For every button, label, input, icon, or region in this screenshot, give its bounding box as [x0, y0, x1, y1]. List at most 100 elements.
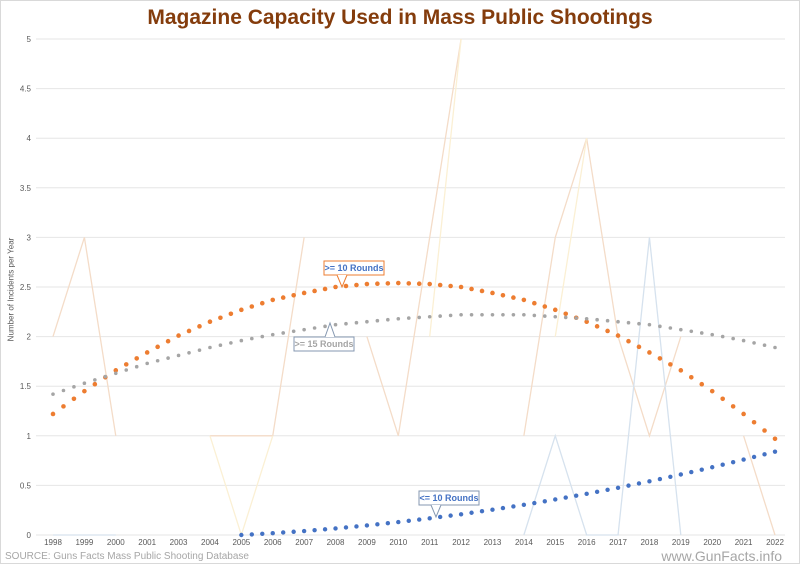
trendline-dot [72, 385, 76, 389]
x-tick-label: 2014 [515, 538, 533, 547]
trendline-dot [773, 345, 777, 350]
trendline-dot [668, 326, 673, 330]
trendline-dot [751, 454, 757, 460]
raw-data-line [523, 237, 682, 536]
trendline-dot [291, 329, 296, 334]
label-box [418, 490, 480, 506]
trendline-dot [699, 331, 704, 335]
trendline-dot [563, 311, 569, 317]
x-tick-label: 1998 [44, 538, 62, 547]
trendline-dot [553, 314, 558, 319]
trendline-dot [208, 345, 212, 350]
x-tick-label: 2021 [735, 538, 753, 547]
raw-data-line [742, 435, 776, 536]
trendline-dot [584, 316, 589, 321]
trendline-dot [344, 321, 348, 326]
trendline-dot [741, 411, 746, 417]
trendline-dot [490, 312, 495, 317]
trendline-dot [291, 529, 296, 534]
trendline-dot [720, 334, 725, 339]
x-tick-label: 2013 [484, 538, 502, 547]
trendline-dot [197, 348, 202, 352]
trendline-dot [605, 318, 610, 323]
trendline-dot [542, 314, 547, 318]
trendline-dot [772, 449, 778, 454]
trendline-dot [573, 493, 579, 498]
trendline-dot [647, 350, 652, 355]
trendline-dot [375, 318, 380, 323]
trendline-dot [187, 351, 191, 355]
trendline-dot [239, 338, 244, 343]
y-tick-label: 2.5 [20, 283, 32, 292]
trendline-dot [626, 483, 631, 488]
trendline-dot [490, 290, 495, 296]
trendline-dot [521, 502, 527, 508]
trendline-dot [312, 326, 317, 330]
trendline-dot [249, 532, 255, 537]
trendline-dot [668, 474, 673, 479]
trendline-dot [668, 362, 673, 367]
trendline-dot [689, 469, 694, 475]
trendline-dot [281, 530, 286, 535]
trendline-dot [730, 459, 736, 465]
trendline-dot [386, 317, 390, 322]
trendline-dot [448, 513, 453, 518]
trendline-dot [657, 356, 663, 361]
trendline-dot [155, 358, 160, 363]
trendline-dot [595, 317, 599, 322]
trendline-dot [165, 338, 171, 344]
trendline-dot [437, 514, 443, 520]
trendline-dot [542, 499, 547, 504]
trendline-dot [605, 487, 610, 492]
trendline-dot [343, 525, 349, 530]
trendline-dot [741, 338, 746, 343]
trendline-dot [679, 327, 683, 332]
y-tick-label: 0.5 [20, 481, 32, 490]
trendline-dot [584, 319, 589, 325]
x-tick-label: 2005 [232, 538, 250, 547]
trendline-dot [594, 324, 600, 329]
y-tick-label: 4.5 [20, 85, 32, 94]
trendline-dot [752, 341, 756, 345]
x-tick-label: 1999 [75, 538, 93, 547]
trendline-dot [762, 343, 767, 347]
trendline-dot [71, 396, 77, 402]
trendline-dot [458, 512, 464, 517]
chart-title: Magazine Capacity Used in Mass Public Sh… [147, 6, 653, 29]
y-tick-label: 5 [27, 35, 32, 44]
trendline-dot [365, 319, 369, 324]
trendline-dot [281, 331, 286, 335]
y-tick-label: 4 [27, 134, 32, 143]
trendline-dot [134, 356, 140, 361]
trendline-dot [406, 316, 411, 320]
trendline-dot [427, 314, 432, 319]
trendline-dot [762, 452, 767, 457]
trendline-dot [563, 495, 568, 500]
label-box [323, 260, 385, 276]
trendline-dot [186, 328, 192, 334]
trendline-dot [354, 320, 359, 325]
raw-data-line [52, 237, 117, 436]
trendline-dot [155, 344, 160, 350]
trendline-dot [501, 312, 505, 317]
x-tick-label: 2020 [703, 538, 721, 547]
trendline-dot [500, 505, 506, 511]
trendline-dot [658, 324, 662, 329]
trendline-dot [364, 281, 370, 287]
trendline-dot [250, 336, 254, 341]
trendline-dot [82, 381, 87, 386]
trendline-dot [270, 531, 275, 536]
trendline-dot [532, 300, 537, 306]
trendline-dot [291, 292, 296, 298]
x-tick-label: 2003 [170, 538, 188, 547]
trendline-dot [448, 313, 453, 318]
trendline-dot [385, 521, 391, 526]
trendline-dot [511, 295, 516, 300]
trendline-dot [469, 510, 474, 515]
trendline-dot [636, 344, 642, 350]
trendline-dot [312, 288, 317, 294]
trendline-dot [239, 307, 244, 313]
trendline-dot [249, 304, 255, 309]
x-tick-label: 2019 [672, 538, 690, 547]
trendline-dot [51, 392, 55, 396]
